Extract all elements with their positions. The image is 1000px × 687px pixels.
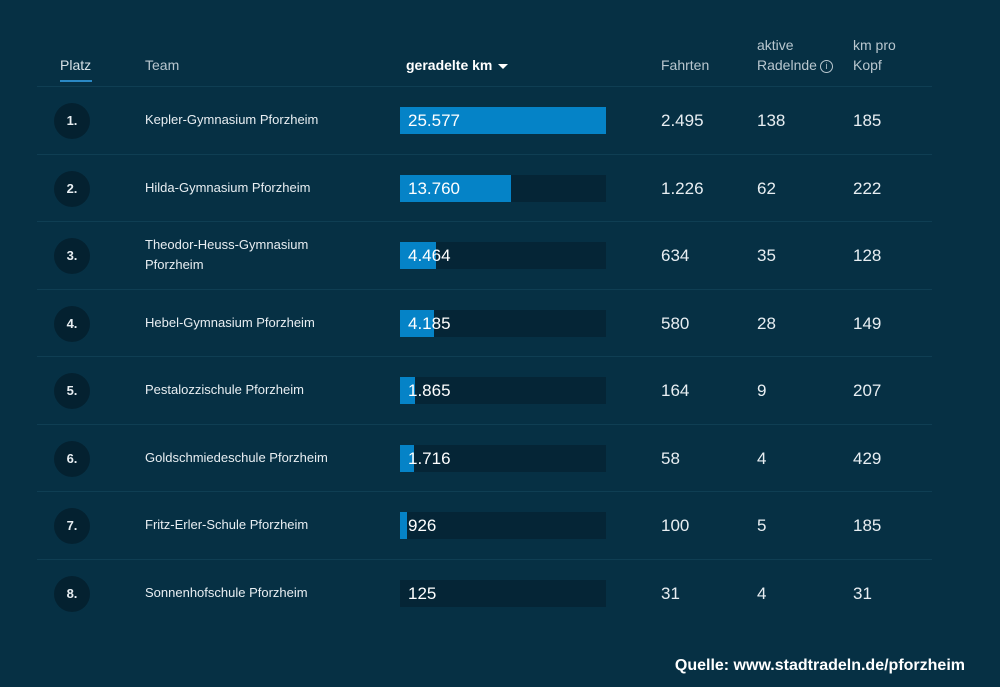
- team-name: Kepler-Gymnasium Pforzheim: [145, 112, 319, 128]
- table-row: 7. Fritz-Erler-Schule Pforzheim 926 100 5 185: [37, 492, 932, 560]
- km-pro-kopf-value: 128: [853, 246, 882, 265]
- km-pro-kopf-value: 185: [853, 111, 882, 130]
- table-row: 2. Hilda-Gymnasium Pforzheim 13.760 1.226 62…: [37, 155, 932, 222]
- team-name: Fritz-Erler-Schule Pforzheim: [145, 517, 309, 533]
- rank-badge: 2.: [54, 170, 90, 207]
- table-row: 6. Goldschmiedeschule Pforzheim 1.716 58 4 42…: [37, 425, 932, 492]
- rank-badge: 1.: [54, 103, 90, 139]
- km-bar: [400, 512, 408, 539]
- team-name: Pestalozzischule Pforzheim: [145, 382, 304, 398]
- rank-badge: 4.: [54, 305, 90, 342]
- fahrten-value: 580: [661, 313, 690, 333]
- rank-badge: 5.: [54, 373, 90, 409]
- km-pro-kopf-value: 149: [853, 313, 882, 333]
- column-header-fahrten[interactable]: Fahrten: [661, 57, 710, 73]
- aktive-value: 4: [757, 583, 767, 603]
- km-bar: [400, 309, 434, 337]
- column-header-aktive-line2: Radelnde: [757, 57, 817, 73]
- km-bar: [400, 107, 606, 134]
- aktive-value: 5: [757, 516, 767, 535]
- km-bar-track: 926: [400, 512, 606, 539]
- km-bar-track: 1.716: [400, 444, 606, 472]
- column-header-km-pro-kopf[interactable]: km pro Kopf: [853, 35, 896, 75]
- km-bar-track: 4.464: [400, 242, 606, 269]
- column-header-aktive[interactable]: aktive Radelnde i: [757, 35, 833, 75]
- km-bar: [400, 174, 511, 202]
- aktive-value: 9: [757, 381, 767, 400]
- column-header-kmpk-line2: Kopf: [853, 57, 882, 73]
- fahrten-value: 1.226: [661, 178, 704, 198]
- team-name: Theodor-Heuss-Gymnasium Pforzheim: [145, 237, 309, 273]
- fahrten-value: 2.495: [661, 111, 704, 130]
- ranking-table: Platz Team geradelte km Fahrten aktive Ra…: [37, 0, 932, 627]
- team-name: Sonnenhofschule Pforzheim: [145, 585, 308, 601]
- team-name: Hebel-Gymnasium Pforzheim: [145, 314, 315, 330]
- km-pro-kopf-value: 185: [853, 516, 882, 535]
- km-value: 13.760: [408, 178, 460, 198]
- sort-desc-icon: [498, 63, 509, 69]
- column-header-platz[interactable]: Platz: [60, 57, 92, 73]
- km-bar-track: 4.185: [400, 309, 606, 337]
- aktive-value: 28: [757, 313, 776, 333]
- rank-badge: 7.: [54, 508, 90, 544]
- table-row: 8. Sonnenhofschule Pforzheim 125 31 4 31: [37, 560, 932, 628]
- km-value: 1.716: [408, 448, 451, 468]
- km-bar-track: 13.760: [400, 174, 606, 202]
- km-value: 4.464: [408, 246, 451, 265]
- team-name: Goldschmiedeschule Pforzheim: [145, 449, 328, 465]
- km-value: 25.577: [408, 111, 460, 130]
- aktive-value: 4: [757, 448, 767, 468]
- km-value: 926: [408, 516, 437, 535]
- km-bar: [400, 242, 436, 269]
- active-column-underline: [60, 80, 92, 82]
- km-bar: [400, 377, 416, 404]
- km-pro-kopf-value: 222: [853, 178, 882, 198]
- km-bar: [400, 444, 414, 472]
- fahrten-value: 31: [661, 583, 680, 603]
- source-credit: Quelle: www.stadtradeln.de/pforzheim: [674, 657, 965, 674]
- fahrten-value: 100: [661, 516, 690, 535]
- team-name: Hilda-Gymnasium Pforzheim: [145, 179, 311, 195]
- column-header-team[interactable]: Team: [145, 57, 180, 73]
- column-header-km-label: geradelte km: [406, 57, 493, 73]
- table-row: 3. Theodor-Heuss-Gymnasium Pforzheim 4.464…: [37, 222, 932, 290]
- column-header-kmpk-line1: km pro: [853, 37, 896, 53]
- table-row: 5. Pestalozzischule Pforzheim 1.865 164 9 207: [37, 357, 932, 425]
- aktive-value: 138: [757, 111, 786, 130]
- km-value: 4.185: [408, 313, 451, 333]
- fahrten-value: 164: [661, 381, 690, 400]
- km-value: 125: [408, 583, 437, 603]
- table-row: 4. Hebel-Gymnasium Pforzheim 4.185 580 28 149: [37, 290, 932, 357]
- fahrten-value: 58: [661, 448, 680, 468]
- km-pro-kopf-value: 429: [853, 448, 882, 468]
- info-icon[interactable]: i: [819, 60, 833, 73]
- km-bar-track: 25.577: [400, 107, 606, 134]
- table-header: Platz Team geradelte km Fahrten aktive Ra…: [37, 0, 932, 87]
- km-value: 1.865: [408, 381, 451, 400]
- table-body: 1. Kepler-Gymnasium Pforzheim 25.577 2.495 1…: [37, 87, 932, 627]
- rank-badge: 3.: [54, 238, 90, 274]
- rank-badge: 6.: [54, 440, 90, 477]
- km-bar-track: 1.865: [400, 377, 606, 404]
- rank-badge: 8.: [54, 575, 90, 612]
- fahrten-value: 634: [661, 246, 690, 265]
- table-row: 1. Kepler-Gymnasium Pforzheim 25.577 2.495 1…: [37, 87, 932, 155]
- aktive-value: 35: [757, 246, 776, 265]
- aktive-value: 62: [757, 178, 776, 198]
- km-pro-kopf-value: 207: [853, 381, 882, 400]
- km-bar-track: 125: [400, 579, 606, 607]
- column-header-aktive-line1: aktive: [757, 37, 794, 53]
- km-pro-kopf-value: 31: [853, 583, 872, 603]
- column-header-km[interactable]: geradelte km: [406, 55, 509, 75]
